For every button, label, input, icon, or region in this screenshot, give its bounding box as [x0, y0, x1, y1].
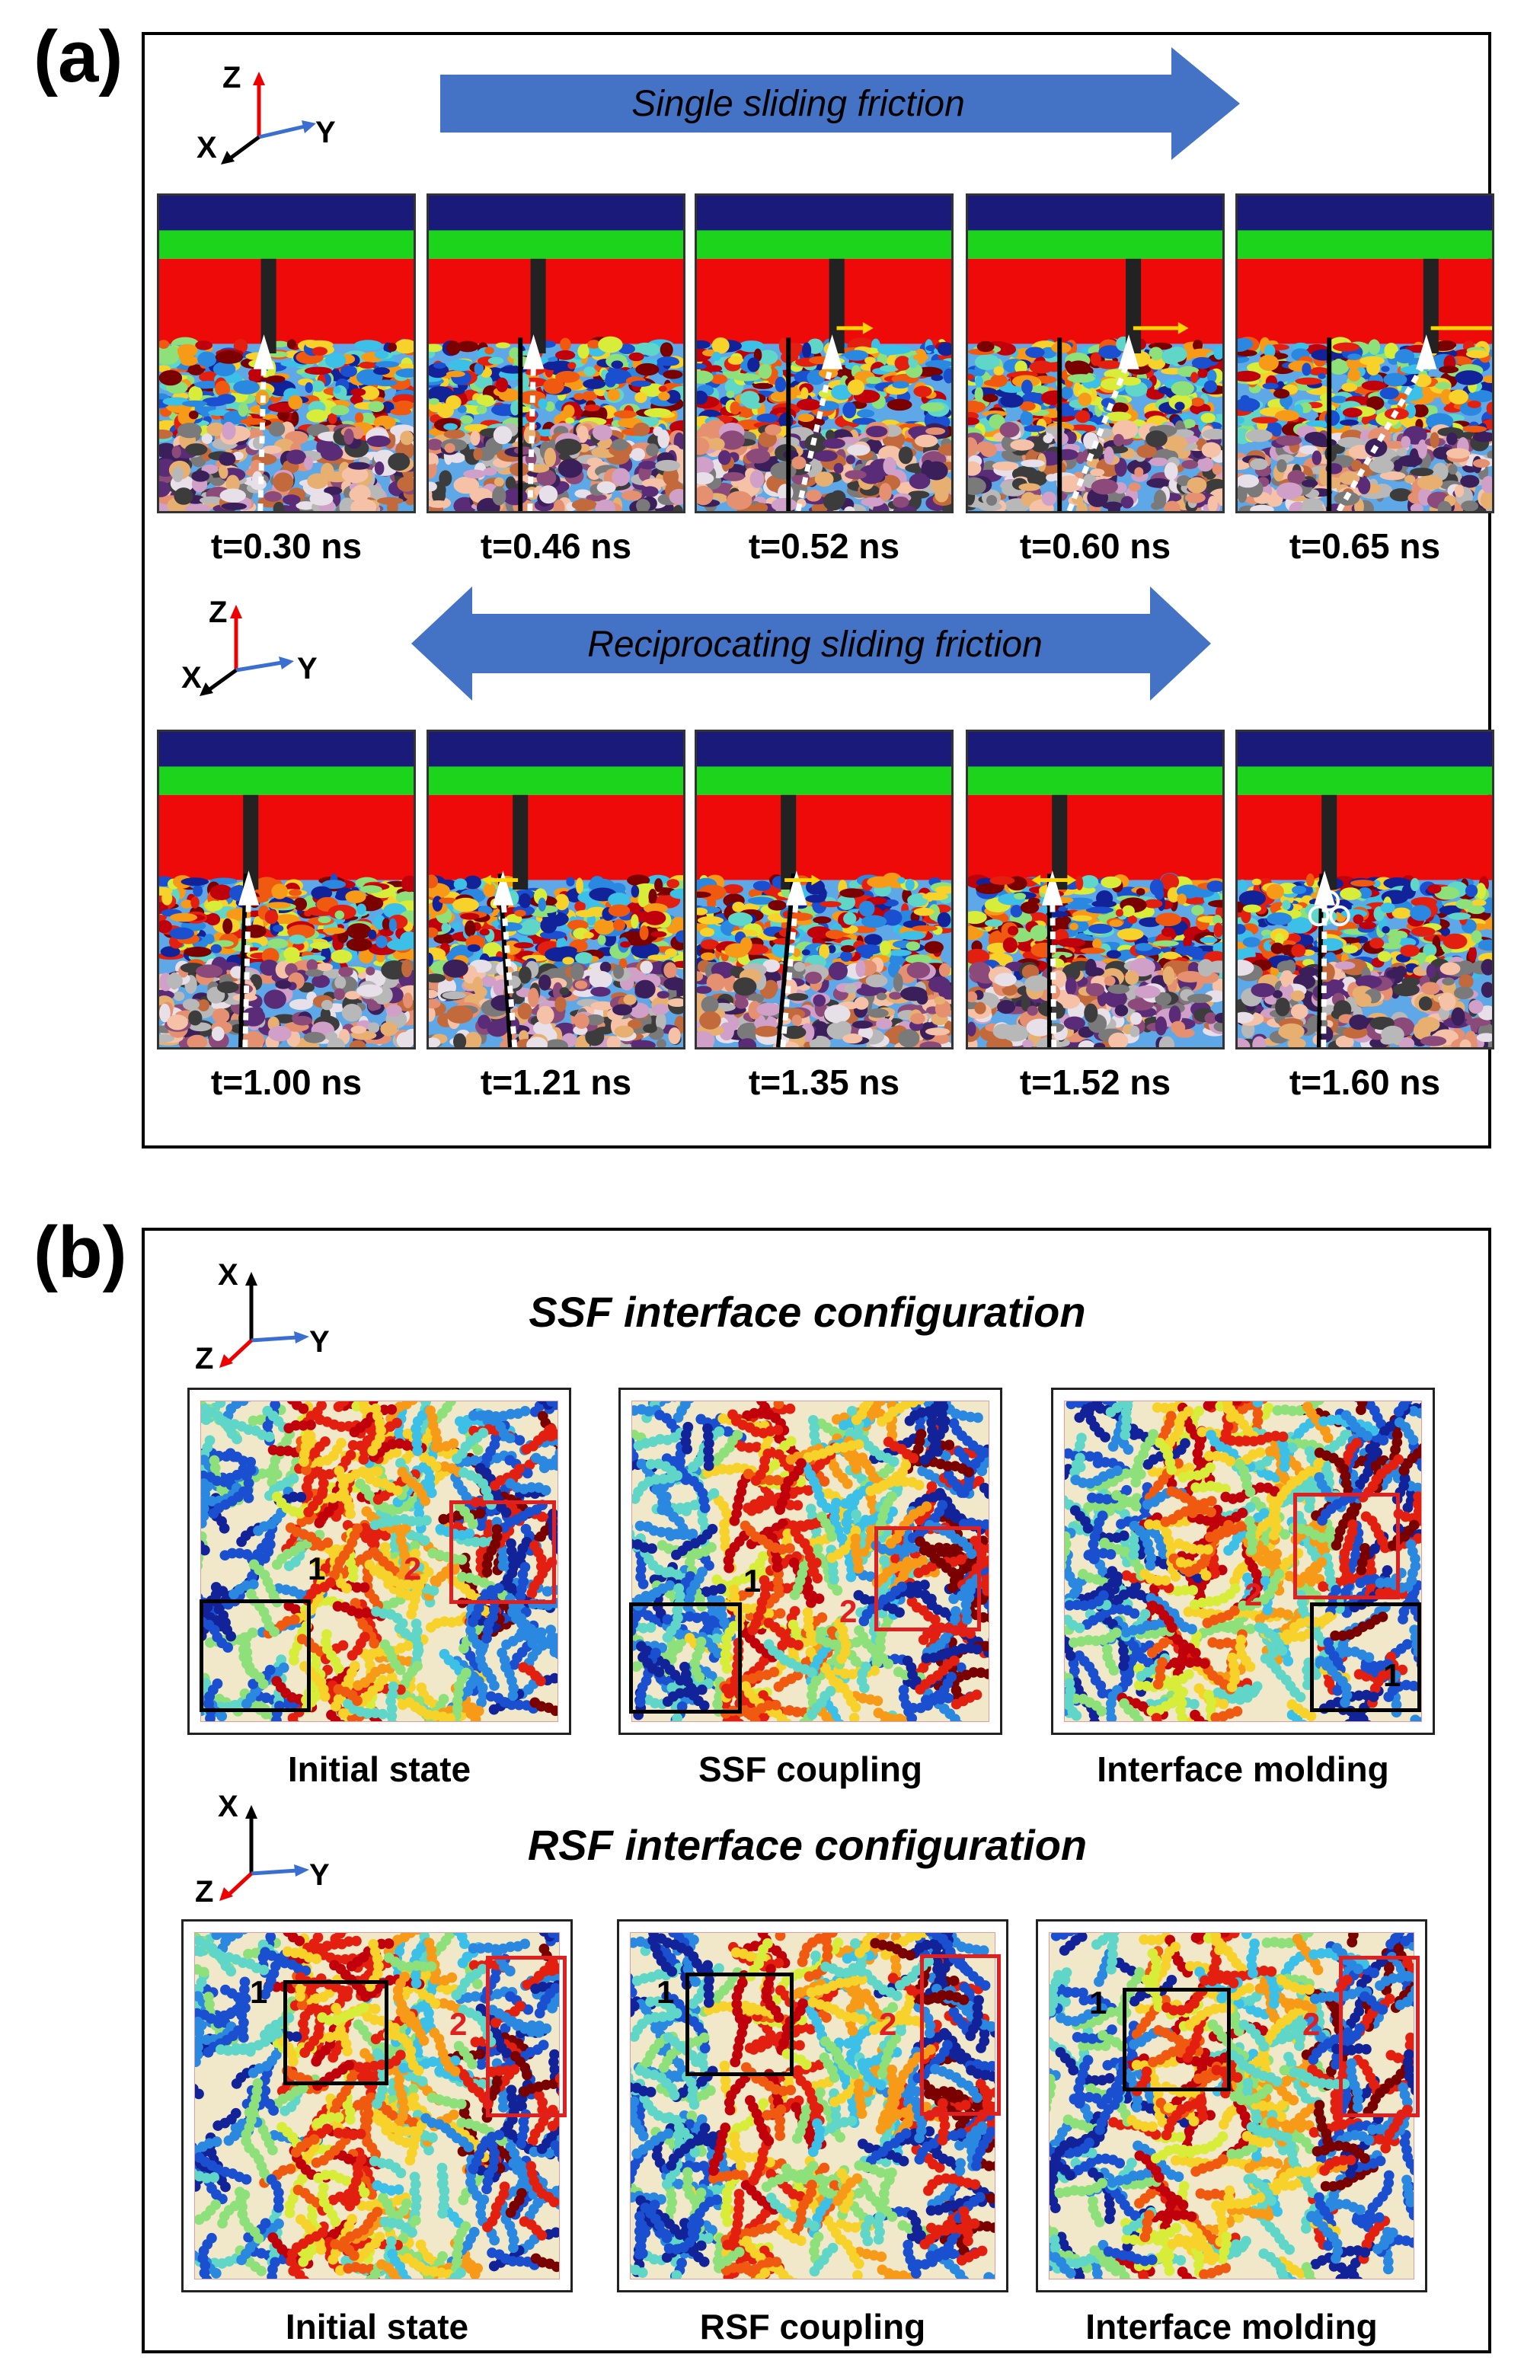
configuration-caption: Interface molding	[1085, 2307, 1378, 2346]
highlight-box-region-2	[449, 1500, 556, 1604]
rsf-title: RSF interface configuration	[527, 1821, 1088, 1869]
region-number-label: 1	[1089, 1985, 1107, 2021]
region-number-label: 2	[449, 2006, 468, 2042]
time-label: t=0.52 ns	[748, 526, 900, 566]
region-number-label: 2	[404, 1551, 422, 1586]
axis-x-label: X	[196, 131, 217, 165]
region-number-label: 1	[250, 1974, 268, 2010]
region-number-label: 2	[1244, 1577, 1263, 1612]
highlight-box-region-1	[283, 1980, 388, 2085]
axis-y-label: Y	[315, 116, 336, 149]
interface-configuration-snapshot	[1051, 1388, 1435, 1735]
time-label: t=1.21 ns	[480, 1062, 632, 1102]
highlight-box-region-1	[685, 1973, 794, 2076]
highlight-box-region-2	[874, 1526, 981, 1631]
highlight-box-region-1	[1310, 1602, 1421, 1712]
axis-x-label: X	[218, 1790, 238, 1823]
highlight-box-region-1	[200, 1599, 311, 1712]
axis-y-label: Y	[297, 652, 318, 685]
region-number-label: 1	[308, 1551, 326, 1586]
axes-triad-b-top	[190, 1257, 343, 1378]
region-number-label: 2	[839, 1593, 858, 1629]
single-sliding-arrow-label: Single sliding friction	[631, 84, 965, 124]
axis-x-label: X	[181, 661, 202, 695]
md-snapshot	[427, 193, 685, 513]
md-snapshot	[157, 730, 416, 1049]
time-label: t=1.00 ns	[210, 1062, 363, 1102]
time-label: t=1.52 ns	[1019, 1062, 1171, 1102]
axis-z-label: Z	[195, 1875, 214, 1909]
axis-z-label: Z	[195, 1342, 214, 1375]
interface-configuration-snapshot	[618, 1388, 1002, 1735]
axes-triad-a-bottom	[175, 594, 327, 708]
time-label: t=1.60 ns	[1289, 1062, 1441, 1102]
configuration-caption: RSF coupling	[699, 2307, 926, 2346]
axes-triad-a-top	[190, 61, 343, 175]
axes-triad-b-bottom	[190, 1790, 343, 1912]
md-snapshot	[966, 730, 1225, 1049]
configuration-caption: SSF coupling	[698, 1749, 922, 1789]
time-label: t=1.35 ns	[748, 1062, 900, 1102]
axis-z-label: Z	[209, 596, 228, 629]
highlight-box-region-1	[1123, 1988, 1231, 2091]
highlight-box-region-2	[1339, 1956, 1420, 2117]
region-number-label: 2	[879, 2006, 897, 2042]
highlight-box-region-1	[629, 1602, 742, 1714]
configuration-caption: Initial state	[285, 2307, 469, 2346]
configuration-caption: Interface molding	[1097, 1749, 1389, 1789]
highlight-box-region-2	[920, 1954, 1001, 2116]
region-number-label: 2	[1302, 2006, 1321, 2042]
md-snapshot	[427, 730, 685, 1049]
panel-a-label: (a)	[34, 16, 123, 97]
md-snapshot	[966, 193, 1225, 513]
md-snapshot	[695, 193, 954, 513]
axis-y-label: Y	[309, 1858, 330, 1892]
region-number-label: 1	[1383, 1657, 1401, 1693]
axis-z-label: Z	[222, 61, 241, 94]
time-label: t=0.60 ns	[1019, 526, 1171, 566]
time-label: t=0.65 ns	[1289, 526, 1441, 566]
time-label: t=0.46 ns	[480, 526, 632, 566]
axis-y-label: Y	[309, 1325, 330, 1359]
panel-b-label: (b)	[34, 1212, 127, 1293]
md-snapshot	[1235, 193, 1494, 513]
single-sliding-arrow: Single sliding friction	[440, 47, 1240, 160]
reciprocating-sliding-arrow-label: Reciprocating sliding friction	[587, 625, 1043, 665]
highlight-box-region-2	[1293, 1493, 1400, 1599]
ssf-title: SSF interface configuration	[529, 1288, 1086, 1336]
reciprocating-sliding-arrow: Reciprocating sliding friction	[411, 586, 1211, 701]
interface-configuration-snapshot	[1036, 1919, 1427, 2292]
md-snapshot	[695, 730, 954, 1049]
md-snapshot	[157, 193, 416, 513]
interface-configuration-snapshot	[181, 1919, 573, 2292]
interface-configuration-snapshot	[617, 1919, 1008, 2292]
time-label: t=0.30 ns	[210, 526, 363, 566]
region-number-label: 1	[657, 1974, 675, 2010]
region-number-label: 1	[743, 1563, 762, 1599]
md-snapshot	[1235, 730, 1494, 1049]
configuration-caption: Initial state	[287, 1749, 471, 1789]
axis-x-label: X	[218, 1258, 238, 1292]
interface-configuration-snapshot	[187, 1388, 571, 1735]
highlight-box-region-2	[486, 1956, 567, 2117]
